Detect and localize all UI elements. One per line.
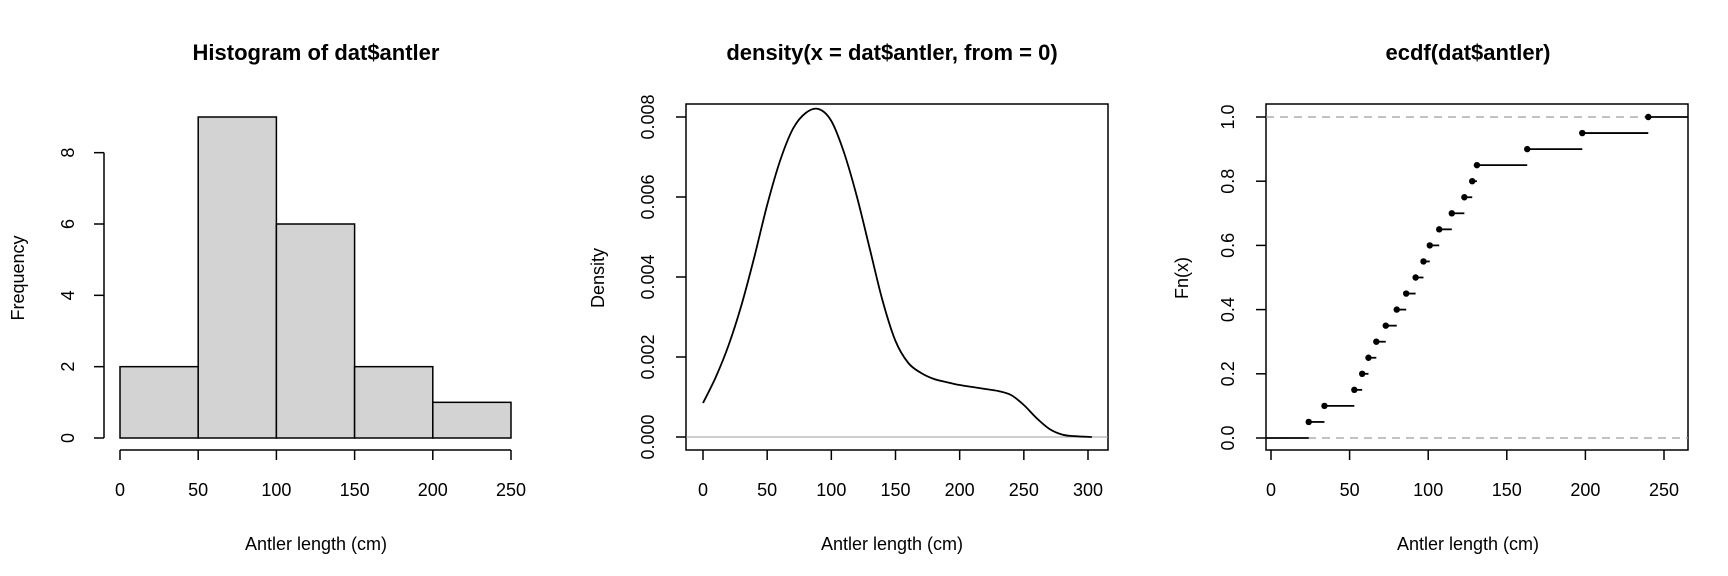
histogram-x-axis-label: Antler length (cm)	[245, 534, 387, 554]
histogram-y-tick-label: 8	[58, 148, 78, 158]
ecdf-y-tick-label: 0.6	[1218, 233, 1238, 258]
ecdf-x-tick-label: 250	[1649, 480, 1679, 500]
ecdf-point	[1426, 242, 1433, 249]
histogram-x-tick-label: 150	[340, 480, 370, 500]
ecdf-point	[1412, 274, 1419, 281]
density-y-tick-label: 0.004	[638, 254, 658, 299]
ecdf-reference-lines	[1266, 116, 1688, 439]
ecdf-x-axis: 0 50 100 150 200 250	[1266, 450, 1679, 500]
histogram-x-tick-label: 250	[496, 480, 526, 500]
density-y-axis-label: Density	[588, 248, 608, 308]
ecdf-point	[1305, 418, 1312, 426]
ecdf-point	[1645, 113, 1652, 121]
ecdf-point	[1393, 306, 1400, 313]
ecdf-point	[1473, 161, 1481, 169]
histogram-x-tick-label: 50	[188, 480, 208, 500]
histogram-x-tick-label: 200	[418, 480, 448, 500]
histogram-panel: Histogram of dat$antler Antler length (c…	[8, 40, 526, 554]
histogram-x-axis: 0 50 100 150 200 250	[115, 449, 526, 500]
ecdf-y-tick-label: 0.4	[1218, 297, 1238, 322]
histogram-y-tick-label: 4	[58, 290, 78, 300]
ecdf-x-tick-label: 200	[1570, 480, 1600, 500]
density-x-axis: 0 50 100 150 200 250 300	[698, 450, 1103, 500]
ecdf-title: ecdf(dat$antler)	[1385, 40, 1550, 65]
ecdf-point	[1358, 370, 1366, 377]
histogram-y-tick-label: 0	[58, 433, 78, 443]
ecdf-point	[1579, 129, 1586, 137]
histogram-y-tick-label: 6	[58, 219, 78, 229]
ecdf-x-tick-label: 150	[1492, 480, 1522, 500]
density-x-tick-label: 250	[1009, 480, 1039, 500]
ecdf-x-tick-label: 0	[1266, 480, 1276, 500]
ecdf-point	[1402, 290, 1410, 297]
histogram-bars	[119, 116, 512, 439]
ecdf-steps-group	[1266, 113, 1688, 439]
histogram-y-axis: 0 2 4 6 8	[58, 148, 105, 443]
ecdf-y-tick-label: 0.2	[1218, 361, 1238, 386]
ecdf-point	[1436, 226, 1443, 233]
density-x-tick-label: 150	[880, 480, 910, 500]
ecdf-point	[1524, 145, 1531, 153]
density-curve	[702, 107, 1092, 438]
density-y-tick-label: 0.008	[638, 94, 658, 139]
density-x-tick-label: 100	[816, 480, 846, 500]
ecdf-point	[1469, 178, 1476, 185]
density-x-tick-label: 0	[698, 480, 708, 500]
ecdf-point	[1382, 322, 1389, 329]
ecdf-y-axis: 0.0 0.2 0.4 0.6 0.8 1.0	[1218, 104, 1266, 451]
density-curve-group	[702, 107, 1092, 438]
ecdf-x-tick-label: 50	[1340, 480, 1360, 500]
ecdf-panel: ecdf(dat$antler) Antler length (cm) Fn(x…	[1172, 40, 1689, 554]
histogram-title: Histogram of dat$antler	[193, 40, 440, 65]
density-x-tick-label: 200	[945, 480, 975, 500]
ecdf-point	[1461, 194, 1468, 201]
ecdf-x-axis-label: Antler length (cm)	[1397, 534, 1539, 554]
ecdf-y-tick-label: 1.0	[1218, 104, 1238, 129]
histogram-bar	[432, 401, 512, 439]
density-y-axis: 0.000 0.002 0.004 0.006 0.008	[638, 94, 686, 460]
density-y-tick-label: 0.000	[638, 414, 658, 459]
density-x-tick-label: 300	[1073, 480, 1103, 500]
histogram-bar	[197, 116, 278, 439]
ecdf-y-tick-label: 0.8	[1218, 169, 1238, 194]
histogram-y-tick-label: 2	[58, 362, 78, 372]
histogram-x-tick-label: 0	[115, 480, 125, 500]
density-title: density(x = dat$antler, from = 0)	[726, 40, 1057, 65]
ecdf-point	[1351, 386, 1358, 394]
density-y-tick-label: 0.006	[638, 174, 658, 219]
ecdf-point	[1373, 338, 1380, 345]
density-y-tick-label: 0.002	[638, 334, 658, 379]
histogram-bar	[275, 223, 356, 439]
ecdf-plot-box	[1265, 103, 1689, 451]
density-panel: density(x = dat$antler, from = 0) Antler…	[588, 40, 1109, 554]
ecdf-point	[1321, 402, 1328, 410]
histogram-x-tick-label: 100	[261, 480, 291, 500]
ecdf-x-tick-label: 100	[1413, 480, 1443, 500]
ecdf-y-tick-label: 0.0	[1218, 425, 1238, 450]
histogram-bar	[119, 365, 199, 439]
ecdf-point	[1365, 354, 1372, 361]
histogram-y-axis-label: Frequency	[8, 235, 28, 320]
ecdf-y-axis-label: Fn(x)	[1172, 257, 1192, 299]
ecdf-point	[1448, 210, 1455, 217]
histogram-bar	[353, 365, 434, 439]
density-x-axis-label: Antler length (cm)	[821, 534, 963, 554]
ecdf-point	[1420, 258, 1427, 265]
density-x-tick-label: 50	[757, 480, 777, 500]
